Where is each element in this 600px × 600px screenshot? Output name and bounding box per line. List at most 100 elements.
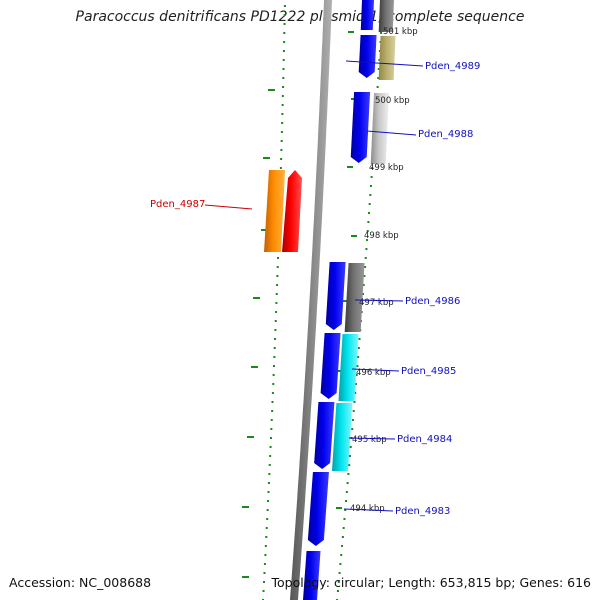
- cog-block-gray: [378, 0, 394, 32]
- tick-label: 499 kbp: [369, 163, 404, 173]
- gc-tick-inner: [261, 229, 268, 231]
- cds-arrow: [314, 402, 335, 469]
- gc-dot-outer: [354, 383, 357, 385]
- gc-dot-outer: [362, 293, 365, 295]
- gc-tick-outer: [342, 300, 348, 302]
- gene-label: Pden_4987: [150, 199, 205, 210]
- gene-label: Pden_4984: [397, 434, 452, 445]
- cds-track: [264, 0, 396, 600]
- gc-tick-inner: [268, 89, 275, 91]
- gc-dot-inner: [273, 347, 276, 349]
- gc-dot-outer: [366, 239, 369, 241]
- gc-dot-inner: [268, 473, 271, 475]
- gc-dot-outer: [336, 590, 339, 592]
- gc-dot-outer: [380, 32, 383, 34]
- gc-dot-inner: [273, 356, 276, 358]
- gc-dot-inner: [281, 122, 284, 124]
- gc-dot-inner: [266, 518, 269, 520]
- gc-dot-inner: [282, 59, 285, 61]
- tick-label: 496 kbp: [356, 368, 391, 378]
- gc-tick-outer: [336, 507, 342, 509]
- gc-dot-outer: [369, 194, 372, 196]
- gc-dot-inner: [263, 581, 266, 583]
- gc-tick-outer: [351, 235, 357, 237]
- gc-dot-outer: [365, 248, 368, 250]
- gc-dot-inner: [276, 266, 279, 268]
- gc-content-track: [242, 5, 384, 600]
- cog-block-gray: [344, 263, 365, 332]
- gc-dot-inner: [270, 419, 273, 421]
- gc-tick-inner: [247, 436, 254, 438]
- gc-dot-outer: [346, 482, 349, 484]
- gc-dot-outer: [354, 392, 357, 394]
- gc-dot-outer: [368, 203, 371, 205]
- gc-dot-inner: [282, 68, 285, 70]
- gene-leader-line: [345, 60, 424, 67]
- gene-leader-line: [354, 299, 404, 302]
- gc-dot-inner: [283, 23, 286, 25]
- gene-label: Pden_4988: [418, 129, 473, 140]
- cog-block-cyan: [338, 334, 359, 401]
- tick-label: 497 kbp: [359, 298, 394, 308]
- gc-dot-inner: [266, 509, 269, 511]
- gc-dot-outer: [377, 77, 380, 79]
- gc-dot-outer: [341, 536, 344, 538]
- gc-dot-outer: [348, 464, 351, 466]
- gc-dot-outer: [341, 545, 344, 547]
- gc-dot-inner: [281, 104, 284, 106]
- gc-dot-inner: [268, 464, 271, 466]
- cog-block-orange: [264, 170, 285, 252]
- gene-label-track: Pden_4989 Pden_4988 Pden_4987 Pden_4986 Pden…: [150, 60, 480, 517]
- gc-dot-inner: [267, 500, 270, 502]
- cds-arrow: [358, 35, 377, 78]
- gc-dot-inner: [274, 338, 277, 340]
- gc-dot-outer: [347, 473, 350, 475]
- gc-dot-outer: [338, 572, 341, 574]
- gc-dot-outer: [352, 410, 355, 412]
- cog-block-olive: [378, 36, 396, 80]
- cds-arrow: [320, 333, 341, 399]
- gene-leader-line: [348, 437, 396, 440]
- tick-track: 501 kbp 500 kbp 499 kbp 498 kbp 497 kbp 496 k…: [350, 27, 418, 514]
- backbone-track: [290, 0, 332, 600]
- gc-dot-inner: [280, 149, 283, 151]
- gc-dot-outer: [344, 509, 347, 511]
- gc-dot-inner: [283, 32, 286, 34]
- gc-dot-inner: [280, 158, 283, 160]
- gc-dot-inner: [275, 293, 278, 295]
- gc-dot-outer: [367, 221, 370, 223]
- gc-dot-inner: [263, 572, 266, 574]
- gene-leader-line: [366, 130, 417, 136]
- gc-dot-outer: [361, 302, 364, 304]
- gene-label: Pden_4989: [425, 61, 480, 72]
- gc-dot-inner: [281, 95, 284, 97]
- gc-dot-inner: [271, 392, 274, 394]
- gc-dot-outer: [342, 527, 345, 529]
- gc-dot-outer: [351, 428, 354, 430]
- gene-leader-line: [351, 368, 400, 372]
- gc-dot-inner: [275, 311, 278, 313]
- tick-label: 498 kbp: [364, 231, 399, 241]
- gc-dot-outer: [345, 500, 348, 502]
- gc-dot-outer: [340, 554, 343, 556]
- backbone-circle-arc: [290, 0, 332, 600]
- gc-dot-inner: [275, 302, 278, 304]
- gc-dot-inner: [271, 410, 274, 412]
- gene-label: Pden_4983: [395, 506, 450, 517]
- gc-dot-outer: [355, 374, 358, 376]
- gc-dot-outer: [378, 59, 381, 61]
- gc-dot-outer: [362, 284, 365, 286]
- tick-label: 500 kbp: [375, 96, 410, 106]
- gc-dot-outer: [363, 275, 366, 277]
- gc-tick-inner: [263, 157, 270, 159]
- gc-dot-inner: [262, 590, 265, 592]
- gc-dot-inner: [274, 329, 277, 331]
- gc-dot-outer: [339, 563, 342, 565]
- gc-dot-outer: [368, 212, 371, 214]
- gc-dot-inner: [276, 284, 279, 286]
- cds-arrow: [350, 92, 371, 163]
- gc-dot-inner: [263, 563, 266, 565]
- gc-dot-inner: [269, 455, 272, 457]
- gc-dot-inner: [280, 140, 283, 142]
